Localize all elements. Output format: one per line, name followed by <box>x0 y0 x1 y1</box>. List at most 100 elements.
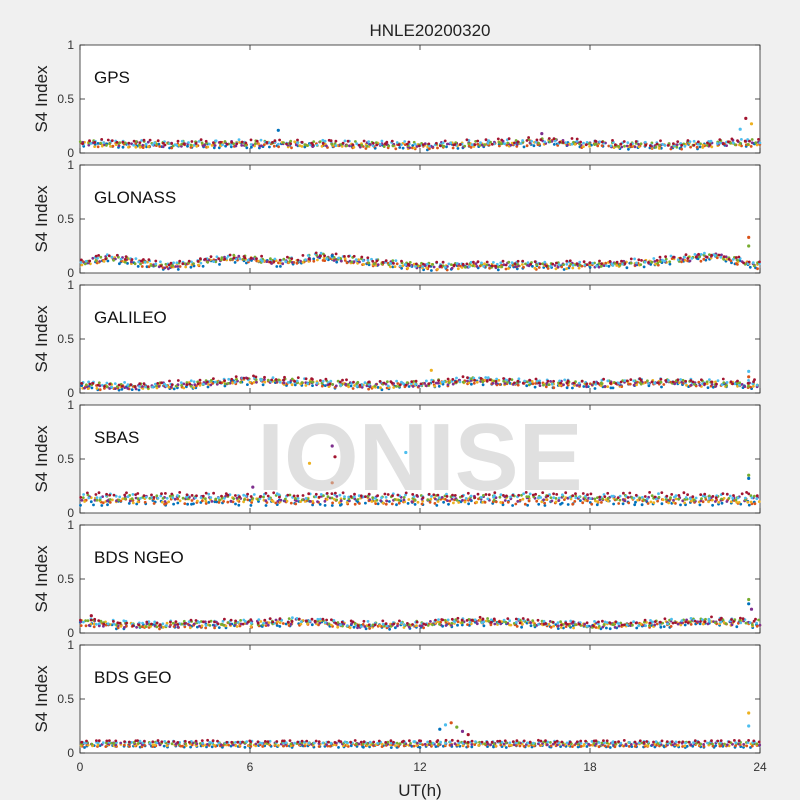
data-point <box>447 262 451 266</box>
data-point <box>311 384 314 387</box>
data-point <box>325 743 328 746</box>
data-point <box>366 258 370 262</box>
data-point <box>360 383 364 387</box>
data-point <box>100 504 104 507</box>
data-point <box>455 262 459 265</box>
data-point <box>196 499 199 503</box>
data-point <box>742 261 745 265</box>
data-points <box>78 116 762 152</box>
data-point <box>501 503 505 507</box>
data-point <box>711 742 714 746</box>
data-point <box>345 261 349 265</box>
data-point <box>130 142 134 146</box>
data-point <box>360 255 364 259</box>
data-point <box>222 500 226 503</box>
data-point <box>186 144 189 148</box>
data-point <box>373 623 377 627</box>
data-point <box>170 492 174 496</box>
data-point <box>755 497 759 501</box>
data-point <box>635 626 639 630</box>
data-point <box>730 618 733 621</box>
data-point <box>591 261 594 265</box>
data-point <box>390 139 394 143</box>
data-point <box>246 498 250 502</box>
data-point <box>565 262 569 266</box>
data-point <box>608 627 612 631</box>
data-point <box>176 379 180 382</box>
outlier-point <box>738 127 742 131</box>
data-point <box>97 381 101 385</box>
data-point <box>381 622 385 626</box>
data-point <box>484 619 488 623</box>
data-point <box>305 144 309 148</box>
data-point <box>170 383 174 386</box>
data-point <box>627 501 631 505</box>
data-point <box>194 142 198 145</box>
data-point <box>151 143 155 147</box>
y-tick-label: 0 <box>67 146 74 160</box>
data-point <box>722 257 726 261</box>
data-point <box>537 502 541 506</box>
data-point <box>489 618 493 622</box>
outlier-point <box>251 485 255 489</box>
data-point <box>414 265 417 268</box>
data-point <box>307 741 311 745</box>
data-point <box>450 621 454 625</box>
data-point <box>505 378 509 382</box>
panel-label: GPS <box>94 68 130 87</box>
data-point <box>607 144 611 148</box>
data-point <box>368 627 371 630</box>
data-point <box>434 618 437 622</box>
data-point <box>353 502 357 506</box>
data-point <box>407 264 411 267</box>
data-point <box>438 144 442 148</box>
data-point <box>369 143 372 146</box>
data-point <box>659 625 663 629</box>
data-point <box>278 625 282 628</box>
data-point <box>146 385 150 388</box>
data-point <box>149 264 153 267</box>
data-point <box>478 144 482 147</box>
data-point <box>489 623 493 627</box>
data-point <box>685 383 688 387</box>
data-point <box>362 745 365 749</box>
data-point <box>550 382 554 386</box>
data-point <box>138 141 142 145</box>
data-point <box>664 257 668 261</box>
data-point <box>254 375 258 379</box>
data-point <box>352 625 356 629</box>
data-point <box>134 140 138 143</box>
data-point <box>330 142 334 146</box>
data-point <box>323 254 326 258</box>
data-point <box>521 259 525 263</box>
data-point <box>215 500 219 504</box>
data-point <box>686 621 690 625</box>
data-point <box>606 499 610 503</box>
data-point <box>700 378 703 382</box>
data-point <box>485 379 489 383</box>
data-point <box>483 742 487 746</box>
data-point <box>479 141 482 145</box>
data-point <box>168 625 172 628</box>
data-point <box>441 618 445 622</box>
data-point <box>212 491 216 495</box>
outlier-point <box>747 602 751 606</box>
data-point <box>469 260 473 264</box>
data-point <box>115 140 119 144</box>
data-point <box>147 258 151 261</box>
data-point <box>481 383 485 387</box>
data-point <box>160 381 164 385</box>
data-point <box>580 379 584 383</box>
data-point <box>730 137 734 141</box>
data-point <box>201 499 204 503</box>
data-point <box>360 143 364 147</box>
data-point <box>714 496 718 500</box>
data-point <box>185 383 189 387</box>
data-point <box>157 385 161 388</box>
data-point <box>110 139 114 143</box>
data-point <box>92 625 96 629</box>
data-point <box>676 140 680 144</box>
data-point <box>233 261 237 264</box>
data-point <box>409 742 412 745</box>
